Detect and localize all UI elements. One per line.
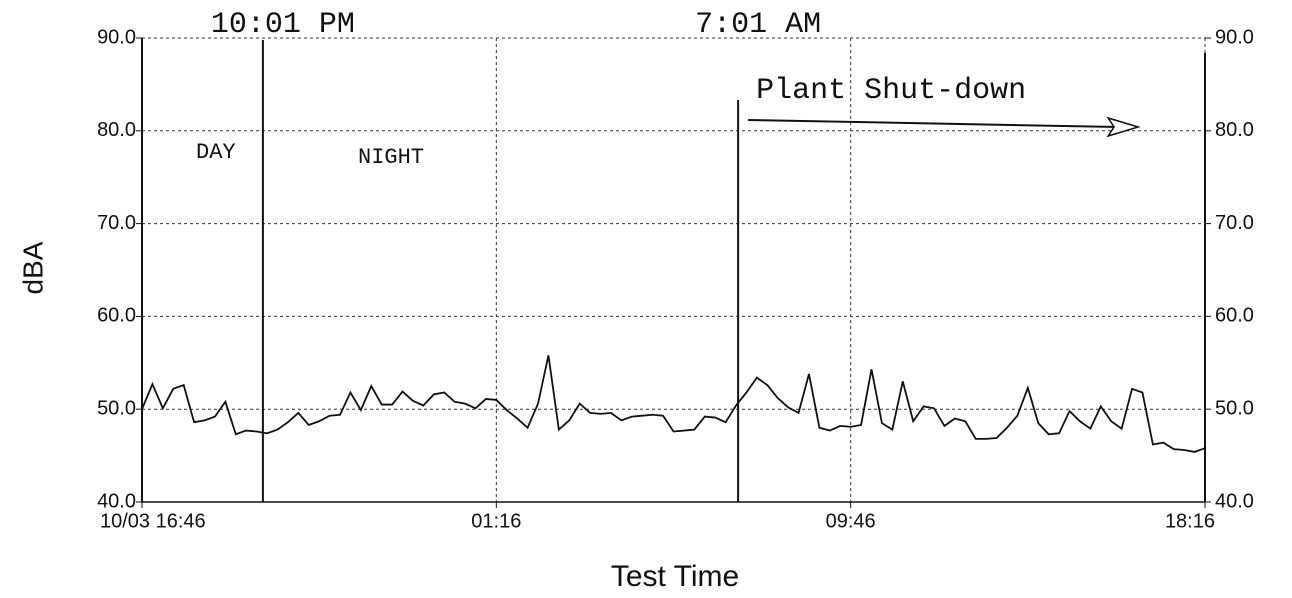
x-tick-label: 10/03 16:46 xyxy=(100,510,206,532)
y-tick-label: 60.0 xyxy=(97,305,136,327)
annotation-label: 10:01 PM xyxy=(211,8,355,42)
day-label: DAY xyxy=(196,140,236,165)
y2-tick-label: 50.0 xyxy=(1215,397,1254,419)
y2-tick-label: 90.0 xyxy=(1215,26,1254,48)
event-arrow xyxy=(748,119,1119,128)
data-line xyxy=(141,355,1206,453)
y-tick-label: 80.0 xyxy=(97,119,136,141)
y-tick-label: 40.0 xyxy=(97,490,136,512)
y-tick-label: 90.0 xyxy=(97,26,136,48)
y2-tick-label: 40.0 xyxy=(1215,490,1254,512)
arrow-head xyxy=(1106,116,1141,138)
y2-tick-label: 80.0 xyxy=(1215,119,1254,141)
y-axis-label: dBA xyxy=(17,241,48,294)
y-tick-label: 70.0 xyxy=(97,212,136,234)
y2-tick-label: 70.0 xyxy=(1215,212,1254,234)
x-tick-label: 01:16 xyxy=(471,510,521,532)
y2-tick-label: 60.0 xyxy=(1215,305,1254,327)
y-tick-label: 50.0 xyxy=(97,397,136,419)
night-label: NIGHT xyxy=(358,145,424,170)
x-tick-label: 18:16 xyxy=(1165,510,1215,532)
event-label: Plant Shut-down xyxy=(756,74,1026,108)
x-axis-label: Test Time xyxy=(611,560,739,593)
annotation-label: 7:01 AM xyxy=(695,8,821,42)
x-tick-label: 09:46 xyxy=(826,510,876,532)
